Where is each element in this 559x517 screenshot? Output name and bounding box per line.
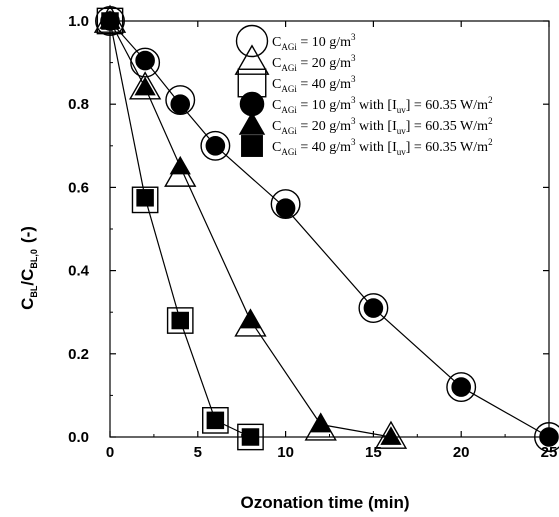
data-point-circle-open [165,85,196,115]
x-tick-label: 25 [541,444,558,461]
legend-entry: CAGi = 10 g/m3 [272,32,356,52]
data-point-square-open [131,186,159,214]
data-point-triangle-open [304,412,337,441]
legend-entry: CAGi = 20 g/m3 with [Iuv] = 60.35 W/m2 [272,116,493,136]
x-tick-label: 20 [453,444,470,461]
x-tick-label: 0 [106,444,114,461]
legend-entry: CAGi = 40 g/m3 with [Iuv] = 60.35 W/m2 [272,137,493,157]
data-point-triangle-open [374,420,408,449]
data-point-circle-filled [205,136,226,156]
series-line-5 [109,20,251,438]
y-tick-label: 0.2 [68,346,89,363]
data-point-circle-filled [539,427,559,447]
data-point-circle-open [446,372,477,403]
data-point-triangle-filled [380,426,402,445]
data-point-triangle-filled [169,155,191,175]
data-point-square-filled [171,311,189,330]
data-point-circle-filled [275,198,296,218]
data-point-triangle-filled [310,413,332,433]
x-axis-title: Ozonation time (min) [240,493,409,512]
x-tick-label: 5 [194,444,202,461]
legend-marker-circle-open [235,24,269,58]
y-tick-label: 0.6 [68,179,89,196]
x-tick-label: 10 [277,444,294,461]
data-point-square-open [202,407,229,434]
legend-entry: CAGi = 40 g/m3 [272,74,356,94]
y-tick-label: 0.4 [68,263,90,280]
data-markers [93,4,559,452]
data-point-square-filled [241,428,260,446]
data-point-circle-filled [451,377,472,397]
y-axis: 0.0 0.2 0.4 0.6 0.8 1.0 [68,13,549,446]
data-point-triangle-filled [134,76,156,96]
legend-entry: CAGi = 20 g/m3 [272,53,356,73]
legend-marker-triangle-open [234,44,270,75]
x-tick-label: 15 [365,444,382,461]
data-point-triangle-open [128,71,162,100]
series-line-4 [109,20,392,438]
data-point-circle-open [358,293,389,323]
legend-marker-square-filled [241,135,263,157]
data-point-circle-filled [170,94,191,114]
legend-entry: CAGi = 10 g/m3 with [Iuv] = 60.35 W/m2 [272,95,493,115]
y-axis-title: CBL/CBL,0(-) [18,226,39,310]
data-point-square-open [166,307,194,334]
data-point-triangle-filled [239,309,262,329]
data-point-circle-open [200,130,231,161]
data-point-circle-filled [363,298,384,318]
data-point-triangle-open [234,308,267,337]
data-point-square-filled [136,189,154,207]
data-point-circle-filled [135,50,155,71]
data-point-square-filled [206,411,225,430]
data-point-square-open [237,423,264,451]
y-tick-label: 1.0 [68,13,89,30]
data-point-square-open [96,7,124,35]
data-point-circle-open [270,189,301,219]
data-point-square-filled [101,12,119,30]
data-point-circle-open [534,422,559,452]
legend-marker-triangle-filled [238,111,266,135]
y-tick-label: 0.8 [68,96,89,113]
y-tick-label: 0.0 [68,429,89,446]
